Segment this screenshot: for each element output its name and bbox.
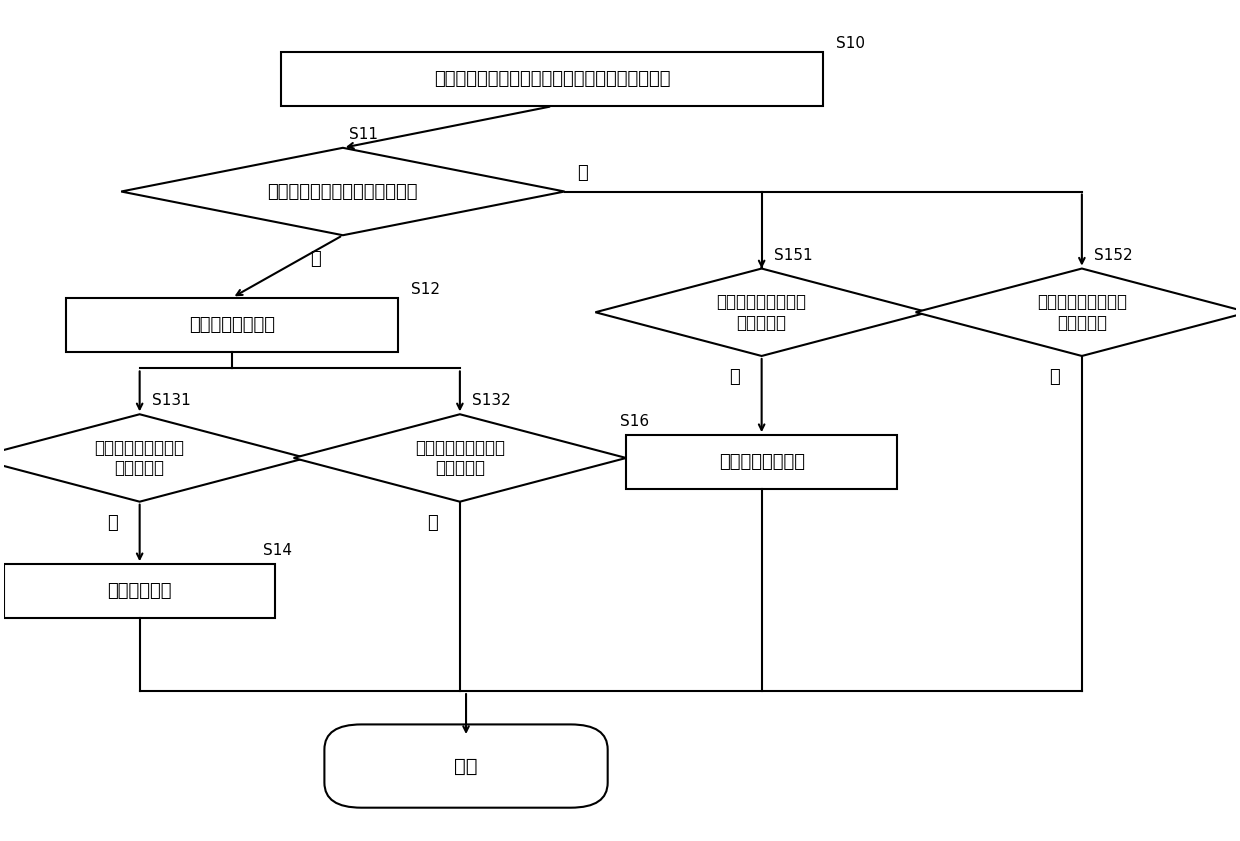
Text: 点爆约束系统: 点爆约束系统 [108, 582, 172, 600]
Text: 否: 否 [577, 163, 588, 182]
Text: 速度差大于等于第一速度差阈值: 速度差大于等于第一速度差阈值 [268, 182, 418, 200]
Text: 点爆高压断电装置: 点爆高压断电装置 [719, 453, 805, 471]
FancyBboxPatch shape [4, 564, 275, 618]
Text: 是: 是 [729, 368, 740, 387]
Text: 碰撞加速度小于第四
加速度阈值: 碰撞加速度小于第四 加速度阈值 [1037, 293, 1127, 331]
Text: S16: S16 [620, 415, 649, 429]
Text: S151: S151 [774, 248, 812, 262]
Text: 是: 是 [310, 251, 321, 268]
FancyBboxPatch shape [626, 435, 897, 489]
Polygon shape [294, 415, 626, 502]
Text: 碰撞加速度小于第二
加速度阈值: 碰撞加速度小于第二 加速度阈值 [415, 438, 505, 478]
Text: S132: S132 [472, 394, 511, 409]
FancyBboxPatch shape [281, 52, 823, 106]
Polygon shape [122, 148, 564, 235]
Text: 点爆高压断电装置: 点爆高压断电装置 [188, 315, 275, 334]
Text: 是: 是 [428, 514, 438, 532]
Text: 碰撞加速度大于第一
加速度阈值: 碰撞加速度大于第一 加速度阈值 [94, 438, 185, 478]
Text: 碰撞加速度大于第三
加速度阈值: 碰撞加速度大于第三 加速度阈值 [717, 293, 807, 331]
FancyBboxPatch shape [66, 298, 398, 352]
Polygon shape [595, 268, 928, 356]
FancyBboxPatch shape [325, 724, 608, 807]
Text: S131: S131 [153, 394, 191, 409]
Text: S10: S10 [836, 36, 864, 51]
Text: 结束: 结束 [454, 757, 477, 775]
Text: 是: 是 [1049, 368, 1060, 387]
Text: S14: S14 [263, 543, 291, 558]
Polygon shape [0, 415, 306, 502]
Text: S11: S11 [348, 127, 378, 142]
Text: 是: 是 [107, 514, 118, 532]
Text: S152: S152 [1094, 248, 1133, 262]
Text: S12: S12 [410, 282, 440, 297]
Text: 测算后碰撞时汽车的碰撞前后速度差、碰撞加速度: 测算后碰撞时汽车的碰撞前后速度差、碰撞加速度 [434, 70, 671, 88]
Polygon shape [915, 268, 1240, 356]
